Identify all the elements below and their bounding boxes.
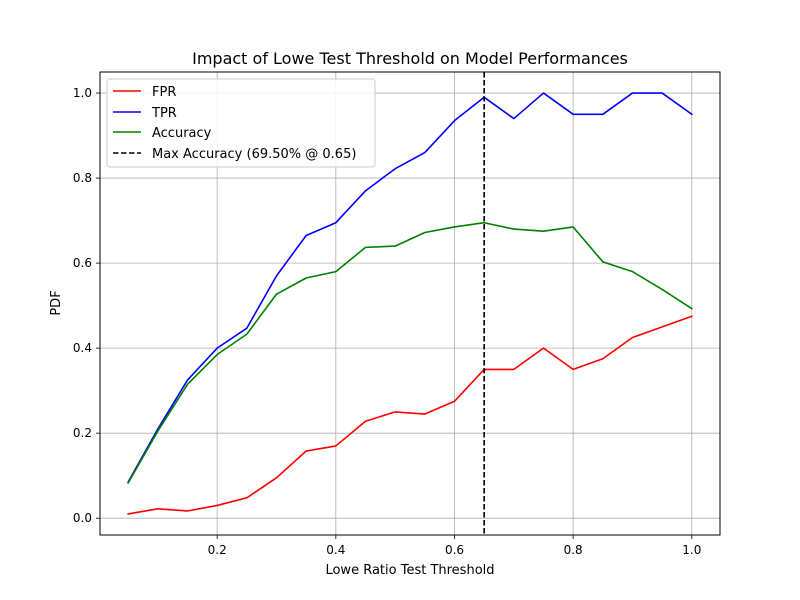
grid	[100, 72, 720, 535]
y-tick-label: 0.6	[73, 256, 92, 270]
series-line-fpr	[127, 315, 693, 515]
x-tick-label: 1.0	[682, 543, 701, 557]
legend: FPR TPR Accuracy Max Accuracy (69.50% @ …	[106, 78, 376, 168]
x-tick-label: 0.8	[564, 543, 583, 557]
series-layer	[127, 72, 693, 535]
y-axis-label: PDF	[49, 290, 64, 315]
legend-label-max-accuracy: Max Accuracy (69.50% @ 0.65)	[152, 147, 356, 162]
y-tick-label: 0.0	[73, 511, 92, 525]
legend-label-accuracy: Accuracy	[152, 126, 212, 141]
y-tick-label: 0.2	[73, 426, 92, 440]
x-tick-label: 0.2	[208, 543, 227, 557]
legend-label-tpr: TPR	[151, 106, 177, 121]
x-tick-label: 0.4	[326, 543, 345, 557]
y-tick-label: 1.0	[73, 86, 92, 100]
ticks: 0.2 0.4 0.6 0.8 1.0 0.0 0.2 0.4 0.6 0.8 1.0	[73, 86, 701, 557]
series-line-accuracy	[127, 221, 693, 485]
legend-label-fpr: FPR	[152, 85, 176, 100]
chart-title: Impact of Lowe Test Threshold on Model P…	[192, 49, 628, 68]
x-tick-label: 0.6	[445, 543, 464, 557]
y-tick-label: 0.8	[73, 171, 92, 185]
x-axis-label: Lowe Ratio Test Threshold	[325, 563, 494, 578]
plot-frame	[99, 71, 721, 536]
legend-box	[106, 78, 376, 168]
y-tick-label: 0.4	[73, 341, 92, 355]
series-line-tpr	[127, 92, 693, 484]
